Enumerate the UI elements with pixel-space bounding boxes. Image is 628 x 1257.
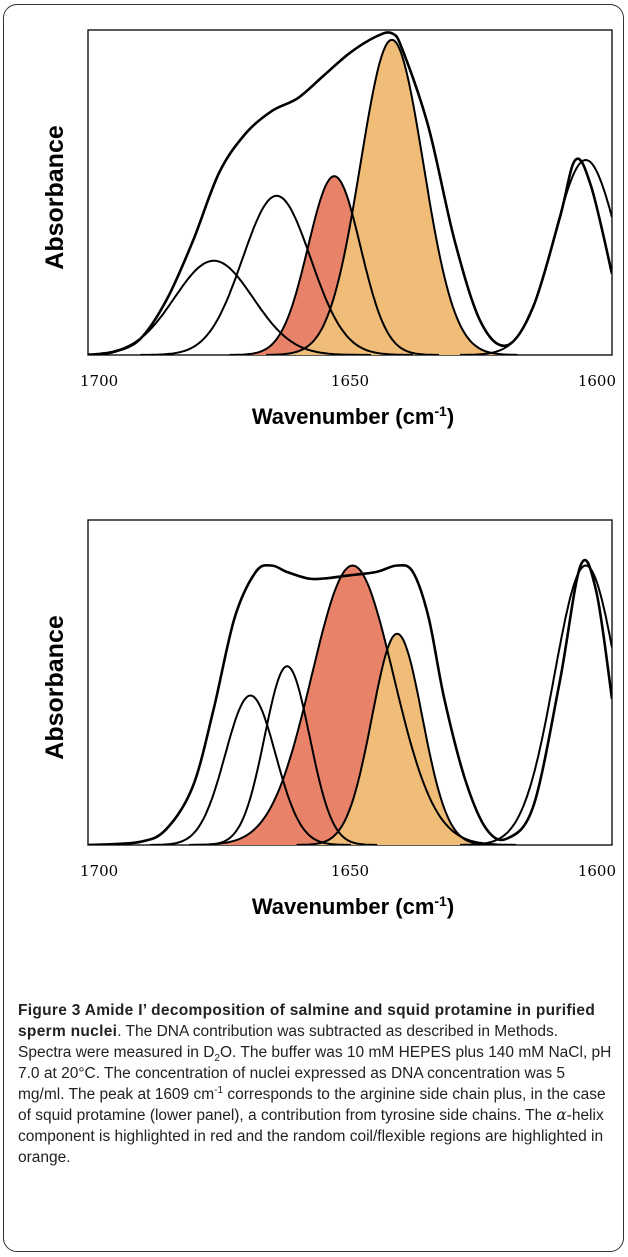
x-axis-label-sup: -1 xyxy=(434,893,447,909)
x-axis-label-close: ) xyxy=(447,404,454,429)
x-tick-label-1650: 1650 xyxy=(331,372,369,390)
caption-title: Figure 3 Amide I’ decomposition of salmi… xyxy=(18,1002,596,1040)
caption-text-4: -helix component is highlighted in red a… xyxy=(18,1107,604,1166)
caption-text-3: corresponds to the arginine side chain p… xyxy=(18,1086,606,1124)
x-tick-label-1700: 1700 xyxy=(80,862,118,880)
component-fill-4 xyxy=(296,633,498,845)
composite-spectrum xyxy=(88,31,612,355)
x-axis-label: Wavenumber (cm-1) xyxy=(252,893,454,919)
caption-text-1: The DNA contribution was subtracted as d… xyxy=(18,1023,559,1061)
plot-area xyxy=(88,558,612,845)
caption-alpha: α xyxy=(556,1106,567,1124)
component-curve-4 xyxy=(266,38,518,355)
figure-frame xyxy=(3,4,624,1252)
x-axis-label-main: Wavenumber (cm xyxy=(252,894,435,919)
component-curve-2 xyxy=(140,194,413,355)
caption-text-2: O. The buffer was 10 mM HEPES plus 140 m… xyxy=(18,1044,612,1103)
lower-panel: 1700 1650 1600 Wavenumber (cm-1) Absorbance xyxy=(0,490,628,970)
x-axis-label-close: ) xyxy=(447,894,454,919)
x-axis-label-main: Wavenumber (cm xyxy=(252,404,435,429)
caption-period: . xyxy=(117,1023,122,1040)
caption-superscript: -1 xyxy=(214,1084,224,1096)
x-tick-label-1650: 1650 xyxy=(331,862,369,880)
lower-chart: 1700 1650 1600 Wavenumber (cm-1) Absorbance xyxy=(41,519,616,919)
component-curve-5 xyxy=(460,564,612,845)
x-tick-label-1600: 1600 xyxy=(578,372,616,390)
y-axis-label: Absorbance xyxy=(41,615,69,760)
x-axis-label-sup: -1 xyxy=(434,403,447,419)
caption-subscript: 2 xyxy=(214,1053,220,1065)
x-tick-label-1600: 1600 xyxy=(578,862,616,880)
y-axis-label: Absorbance xyxy=(41,125,69,270)
component-fill-3 xyxy=(229,176,440,355)
component-curve-1 xyxy=(149,694,351,845)
component-curve-3 xyxy=(229,175,440,355)
x-tick-label-1700: 1700 xyxy=(80,372,118,390)
x-axis-label: Wavenumber (cm-1) xyxy=(252,403,454,429)
upper-panel: 1700 1650 1600 Wavenumber (cm-1) Absorbance xyxy=(0,0,628,480)
figure-caption: Figure 3 Amide I’ decomposition of salmi… xyxy=(18,1000,614,1168)
component-curve-2 xyxy=(197,665,378,845)
upper-chart: 1700 1650 1600 Wavenumber (cm-1) Absorbance xyxy=(41,29,616,429)
component-fill-3 xyxy=(189,565,517,845)
plot-area xyxy=(88,31,612,355)
component-fill-4 xyxy=(266,39,518,355)
component-curve-4 xyxy=(296,632,498,845)
composite-spectrum xyxy=(88,558,612,845)
